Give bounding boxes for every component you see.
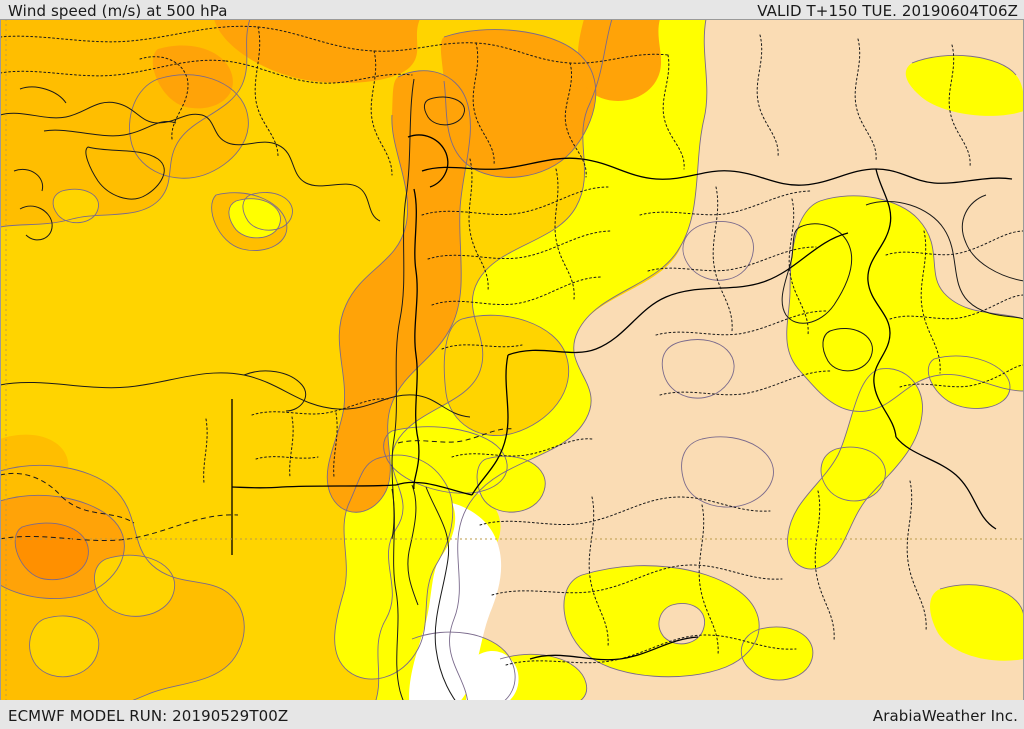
country-border-dotted-layer <box>0 25 1024 666</box>
contour-band-orange-levant <box>327 70 471 513</box>
header-bar <box>0 0 1024 19</box>
contour-band-orange-turkey-top <box>214 19 420 83</box>
contour-band-deep-orange-core <box>15 523 89 580</box>
contour-band-yellow-arabia-6 <box>905 55 1024 116</box>
model-run-label: ECMWF MODEL RUN: 20190529T00Z <box>8 707 289 725</box>
contour-band-yellow-arabia-2 <box>741 626 813 681</box>
country-border-dashed-layer <box>0 428 515 542</box>
contour-band-amber-west-sheet-b <box>0 434 69 494</box>
contour-band-orange-syria <box>440 29 596 178</box>
contour-band-beige-east <box>450 19 1024 710</box>
contour-band-beige-lobe-a <box>682 221 754 281</box>
contour-band-gold-island-3 <box>94 555 175 617</box>
page-title: Wind speed (m/s) at 500 hPa <box>8 2 228 20</box>
contour-line-layer <box>0 19 1024 710</box>
contour-band-yellow-island-crete <box>477 456 546 513</box>
contour-band-beige-lobe-b <box>662 339 735 399</box>
forecast-map-canvas[interactable] <box>0 19 1024 710</box>
valid-time-label: VALID T+150 TUE. 20190604T06Z <box>757 2 1018 20</box>
contour-band-yellow-arabia-7 <box>928 355 1010 409</box>
wind-speed-contour-map <box>0 19 1024 710</box>
contour-band-beige-hole-1 <box>658 603 705 644</box>
provider-credit: ArabiaWeather Inc. <box>872 707 1018 725</box>
contour-band-yellow-arabia-5 <box>821 447 886 501</box>
contour-fill-layer <box>0 19 1024 710</box>
contour-band-orange-aegean-small <box>152 45 233 109</box>
contour-band-gold-island-1 <box>53 189 99 223</box>
contour-band-yellow-nile-upper <box>383 426 508 494</box>
footer-bar <box>0 700 1024 729</box>
contour-band-yellow-arabia-3 <box>930 584 1024 661</box>
contour-band-orange-turkey-ne <box>577 19 662 101</box>
graticule-layer <box>0 19 1024 710</box>
contour-band-yellow-island-aegean <box>228 198 281 238</box>
country-border-solid-layer <box>231 134 1013 661</box>
contour-band-beige-lobe-c <box>681 436 774 508</box>
contour-band-white-red-sea-b <box>466 651 519 710</box>
contour-band-gold-island-4 <box>29 615 99 677</box>
contour-band-white-red-sea <box>409 503 502 710</box>
